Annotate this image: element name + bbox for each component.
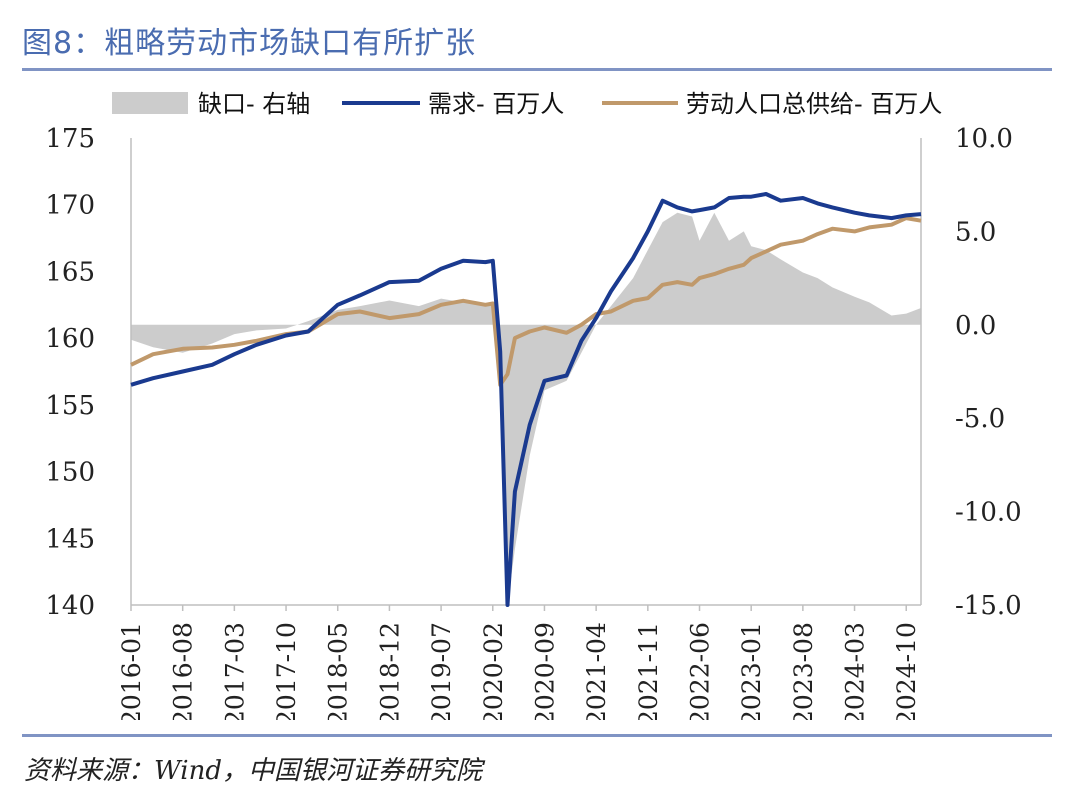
x-tick-label: 2023-01: [737, 622, 766, 720]
y-tick-label-left: 165: [45, 257, 95, 287]
y-tick-label-left: 170: [45, 191, 95, 221]
plot-area: 140 145 150 155 160 165 170 175 -15.0 -10.0 -5.0 0.…: [45, 124, 1021, 720]
legend-label-gap: 缺口- 右轴: [198, 90, 310, 118]
y-tick-label-right: 10.0: [955, 124, 1013, 154]
x-tick-label: 2018-12: [375, 622, 404, 720]
y-tick-label-right: 5.0: [955, 217, 996, 247]
x-tick-label: 2017-10: [272, 622, 301, 720]
legend-label-supply: 劳动人口总供给- 百万人: [686, 90, 942, 118]
x-tick-label: 2020-02: [479, 622, 508, 720]
x-tick-label: 2024-03: [841, 622, 870, 720]
supply-line: [130, 216, 922, 387]
x-tick-label: 2017-03: [220, 622, 249, 720]
x-tick-label: 2023-08: [789, 622, 818, 720]
y-tick-label-left: 175: [45, 124, 95, 154]
y-tick-label-right: -10.0: [955, 498, 1022, 528]
gap-area: [131, 212, 921, 605]
source-note: 资料来源：Wind，中国银河证券研究院: [24, 756, 482, 786]
x-tick-label: 2016-08: [169, 622, 198, 720]
demand-line: [130, 192, 922, 607]
x-tick-label: 2021-04: [582, 622, 611, 720]
y-tick-label-right: 0.0: [955, 311, 996, 341]
x-tick-label: 2016-01: [117, 622, 146, 720]
y-tick-label-left: 140: [45, 591, 95, 621]
y-tick-label-left: 155: [45, 391, 95, 421]
y-tick-label-left: 160: [45, 324, 95, 354]
x-tick-label: 2019-07: [427, 622, 456, 720]
legend: 缺口- 右轴 需求- 百万人 劳动人口总供给- 百万人: [112, 90, 942, 118]
x-tick-label: 2022-06: [686, 622, 715, 720]
y-tick-label-left: 145: [45, 524, 95, 554]
x-tick-label: 2018-05: [324, 622, 353, 720]
source-divider: [22, 734, 1052, 737]
chart-title: 图8：粗略劳动市场缺口有所扩张: [22, 26, 477, 61]
y-tick-label-left: 150: [45, 458, 95, 488]
x-tick-label: 2021-11: [634, 622, 663, 720]
legend-label-demand: 需求- 百万人: [428, 90, 564, 118]
legend-swatch-gap: [112, 92, 188, 114]
y-tick-label-right: -5.0: [955, 404, 1005, 434]
x-tick-label: 2020-09: [530, 622, 559, 720]
chart-svg: 缺口- 右轴 需求- 百万人 劳动人口总供给- 百万人 140 145 150 155…: [45, 90, 1021, 720]
title-divider: [22, 68, 1052, 71]
x-tick-label: 2024-10: [892, 622, 921, 720]
y-tick-label-right: -15.0: [955, 591, 1022, 621]
